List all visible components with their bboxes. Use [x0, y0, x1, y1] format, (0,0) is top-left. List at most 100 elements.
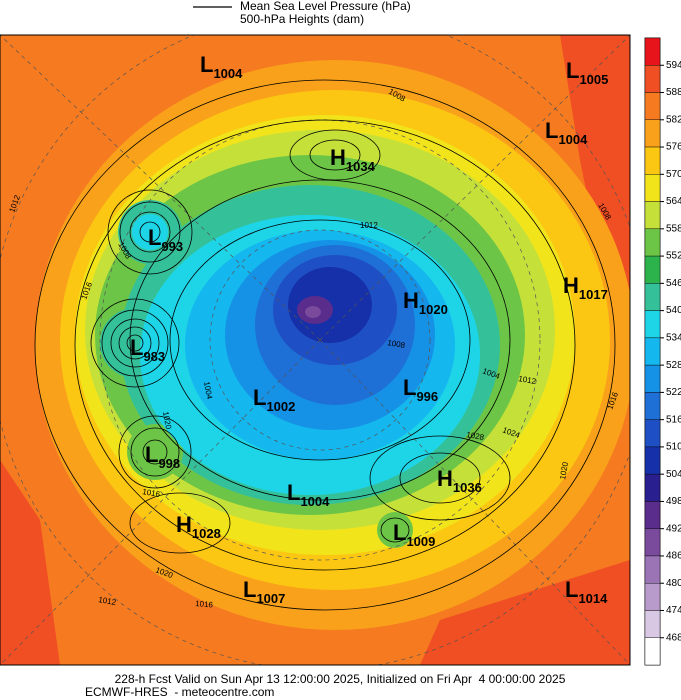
pressure-center-value: 1036: [453, 480, 482, 495]
pressure-center-letter: L: [253, 385, 266, 410]
colorbar-label: 504: [666, 469, 681, 480]
contour-label: 1012: [518, 374, 538, 386]
pressure-center-letter: L: [145, 442, 158, 467]
contour-label: 1008: [387, 338, 407, 350]
shade: [420, 560, 630, 665]
colorbar-swatch: [644, 337, 661, 366]
contour-label: 1020: [161, 411, 173, 431]
pressure-center-letter: L: [243, 577, 256, 602]
legend-text: 500-hPa Heights (dam): [240, 12, 364, 26]
colorbar-swatch: [644, 392, 661, 420]
colorbar-swatch: [644, 310, 661, 339]
pressure-center-value: 1028: [192, 526, 221, 541]
colorbar-label: 510: [666, 442, 681, 453]
shade: [132, 214, 168, 250]
colorbar-label: 594: [666, 60, 681, 71]
pressure-center-letter: H: [563, 273, 579, 298]
legend-text: Mean Sea Level Pressure (hPa): [240, 0, 411, 13]
pressure-center-letter: L: [287, 480, 300, 505]
colorbar-swatch: [644, 419, 661, 448]
footer-text: 228-h Fcst Valid on Sun Apr 13 12:00:00 …: [115, 672, 566, 686]
colorbar-label: 480: [666, 578, 681, 589]
contour-label: 1016: [195, 599, 214, 610]
colorbar-swatch: [644, 555, 661, 584]
colorbar-label: 582: [666, 114, 681, 125]
pressure-center-value: 998: [158, 456, 180, 471]
isobars: [34, 79, 616, 611]
colorbar-label: 474: [666, 605, 681, 616]
colorbar-label: 576: [666, 142, 681, 153]
colorbar-swatch: [644, 473, 661, 502]
shade: [127, 424, 183, 480]
colorbar-label: 534: [666, 333, 681, 344]
colorbar-label: 588: [666, 87, 681, 98]
colorbar-swatch: [644, 92, 661, 120]
colorbar-swatch: [644, 174, 661, 202]
colorbar-label: 486: [666, 551, 681, 562]
colorbar-label: 492: [666, 523, 681, 534]
colorbar-swatch: [644, 501, 661, 529]
contour-label: 1028: [466, 430, 486, 442]
contour-label: 1016: [142, 487, 162, 499]
colorbar-swatch: [644, 637, 661, 666]
pressure-center-letter: L: [566, 58, 579, 83]
pressure-center-value: 1005: [579, 72, 608, 87]
pressure-center-value: 1004: [300, 494, 330, 509]
colorbar-label: 546: [666, 278, 681, 289]
footer-text: ECMWF-HRES - meteocentre.com: [85, 685, 274, 699]
pressure-center-value: 1017: [579, 287, 608, 302]
pressure-center-letter: L: [148, 225, 161, 250]
colorbar-swatch: [644, 583, 661, 611]
colorbar-swatch: [644, 146, 661, 175]
colorbar-swatch: [644, 201, 661, 230]
pressure-center-letter: L: [130, 335, 143, 360]
contour-label: 1020: [558, 461, 570, 481]
contour-label: 1004: [202, 381, 214, 401]
map-frame: [0, 34, 631, 666]
pressure-center-value: 993: [161, 239, 183, 254]
colorbar-label: 516: [666, 414, 681, 425]
colorbar-swatch: [644, 255, 661, 284]
pressure-center-letter: H: [330, 145, 346, 170]
graticule: [0, 35, 630, 665]
pressure-center-letter: L: [403, 375, 416, 400]
shade: [560, 35, 630, 300]
pressure-center-letter: L: [393, 520, 406, 545]
pressure-center-letter: L: [565, 577, 578, 602]
pressure-center-value: 1007: [256, 591, 285, 606]
pressure-center-value: 996: [416, 389, 438, 404]
contour-label: 1012: [360, 221, 378, 230]
colorbar-label: 498: [666, 496, 681, 507]
colorbar-label: 522: [666, 387, 681, 398]
colorbar-swatch: [644, 119, 661, 148]
pressure-center-value: 1020: [419, 302, 448, 317]
pressure-center-value: 1002: [266, 399, 295, 414]
pressure-center-letter: L: [545, 118, 558, 143]
shade: [0, 460, 60, 665]
colorbar-label: 570: [666, 169, 681, 180]
pressure-center-letter: H: [437, 466, 453, 491]
colorbar-label: 558: [666, 223, 681, 234]
pressure-center-letter: H: [403, 288, 419, 313]
pressure-center-value: 1034: [346, 159, 376, 174]
colorbar-swatch: [644, 610, 661, 638]
pressure-center-value: 983: [143, 349, 165, 364]
colorbar-label: 540: [666, 305, 681, 316]
colorbar-swatch: [644, 37, 661, 66]
colorbar-swatch: [644, 528, 661, 557]
pressure-center-letter: L: [200, 52, 213, 77]
pressure-center-value: 1009: [406, 534, 435, 549]
colorbar-label: 564: [666, 196, 681, 207]
pressure-center-value: 1014: [578, 591, 608, 606]
contour-label: 1012: [98, 595, 118, 607]
pressure-center-value: 1004: [558, 132, 588, 147]
colorbar-swatch: [644, 364, 661, 393]
pressure-center-value: 1004: [213, 66, 243, 81]
colorbar-swatch: [644, 446, 661, 475]
colorbar-label: 552: [666, 251, 681, 262]
colorbar-swatch: [644, 283, 661, 311]
colorbar-swatch: [644, 228, 661, 257]
pressure-center-letter: H: [176, 512, 192, 537]
